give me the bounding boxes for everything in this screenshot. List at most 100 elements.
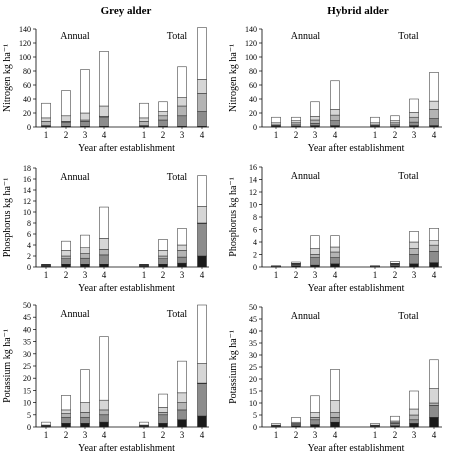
stack-segment-grey — [409, 116, 419, 123]
x-axis-label: Year after establishment — [78, 143, 175, 154]
stack-segment-dark-grey — [429, 405, 439, 418]
y-tick-label: 14 — [23, 186, 31, 195]
y-tick-label: 100 — [19, 53, 31, 62]
x-tick-label: 3 — [412, 430, 417, 440]
stack-segment-black — [409, 263, 419, 268]
stack-segment-light-grey — [291, 120, 301, 124]
stack-segment-grey — [409, 414, 419, 421]
y-tick-label: 15 — [23, 386, 31, 395]
stack-segment-white — [429, 72, 439, 102]
stack-segment-dark-grey — [80, 121, 90, 127]
y-tick-label: 12 — [249, 188, 257, 197]
stack-segment-white — [158, 393, 168, 408]
y-tick-label: 16 — [23, 175, 31, 184]
stack-segment-white — [61, 90, 71, 117]
stack-segment-white — [41, 421, 51, 426]
stack-segment-light-grey — [41, 117, 51, 122]
y-axis-label: Nitrogen kg ha⁻¹ — [228, 44, 239, 112]
x-tick-label: 4 — [102, 430, 107, 440]
stack-segment-grey — [409, 248, 419, 255]
y-tick-label: 0 — [27, 423, 31, 432]
stack-segment-dark-grey — [197, 382, 207, 417]
panel-1: 0 20 40 60 80 100 120 140 Nitrogen kg ha⁻¹ Year a… — [2, 25, 209, 154]
x-tick-label: 3 — [180, 130, 185, 140]
stack-segment-black — [61, 264, 71, 268]
y-tick-label: 0 — [253, 263, 257, 272]
y-axis-label: Potassium kg ha⁻¹ — [228, 330, 239, 404]
x-tick-label: 2 — [64, 130, 69, 140]
stack-segment-grey — [291, 122, 301, 126]
group-label-annual: Annual — [60, 309, 90, 320]
x-tick-label: 1 — [373, 430, 378, 440]
y-tick-label: 0 — [27, 123, 31, 132]
y-tick-label: 6 — [27, 230, 31, 239]
stack-segment-white — [177, 228, 187, 246]
stack-segment-dark-grey — [197, 111, 207, 127]
x-axis-label: Year after establishment — [78, 283, 175, 294]
stack-segment-white — [291, 116, 301, 121]
stack-segment-white — [139, 421, 149, 426]
x-tick-label: 2 — [294, 270, 299, 280]
stack-segment-white — [61, 240, 71, 251]
group-label-annual: Annual — [291, 171, 321, 182]
stack-segment-light-grey — [99, 238, 109, 250]
stack-segment-white — [99, 51, 109, 107]
stack-segment-light-grey — [80, 247, 90, 254]
stack-segment-white — [409, 231, 419, 243]
stack-segment-black — [158, 264, 168, 268]
x-tick-label: 3 — [83, 430, 88, 440]
stack-segment-white — [370, 265, 380, 267]
stack-segment-light-grey — [197, 206, 207, 224]
stack-segment-white — [80, 234, 90, 249]
y-tick-label: 10 — [23, 399, 31, 408]
stack-segment-light-grey — [330, 400, 340, 413]
stack-segment-dark-grey — [310, 123, 320, 126]
y-tick-label: 2 — [27, 252, 31, 261]
y-tick-label: 14 — [249, 176, 257, 185]
y-tick-label: 120 — [245, 39, 257, 48]
group-label-total: Total — [398, 31, 419, 42]
y-tick-label: 60 — [249, 81, 257, 90]
stack-segment-dark-grey — [330, 120, 340, 126]
x-axis-label: Year after establishment — [78, 443, 175, 451]
x-tick-label: 1 — [274, 270, 279, 280]
group-label-total: Total — [167, 309, 188, 320]
stack-segment-grey — [429, 402, 439, 406]
y-tick-label: 4 — [253, 238, 257, 247]
y-tick-label: 40 — [23, 325, 31, 334]
x-tick-label: 1 — [44, 130, 49, 140]
y-tick-label: 100 — [245, 53, 257, 62]
x-axis-label: Year after establishment — [308, 143, 405, 154]
stack-segment-white — [197, 175, 207, 207]
stack-segment-grey — [158, 115, 168, 121]
stack-segment-white — [409, 98, 419, 113]
group-label-annual: Annual — [60, 172, 90, 183]
x-tick-label: 2 — [294, 130, 299, 140]
x-tick-label: 4 — [333, 130, 338, 140]
stack-segment-grey — [99, 249, 109, 256]
stack-segment-dark-grey — [61, 416, 71, 424]
y-tick-label: 8 — [27, 219, 31, 228]
stack-segment-black — [177, 262, 187, 268]
stack-segment-black — [429, 417, 439, 428]
y-tick-label: 50 — [23, 301, 31, 310]
stack-segment-white — [139, 102, 149, 119]
group-label-total: Total — [167, 172, 188, 183]
y-tick-label: 25 — [23, 362, 31, 371]
x-tick-label: 2 — [393, 270, 398, 280]
stack-segment-light-grey — [409, 408, 419, 416]
stack-segment-grey — [41, 121, 51, 126]
stack-segment-light-grey — [197, 79, 207, 94]
stack-segment-grey — [177, 250, 187, 258]
stack-segment-grey — [158, 255, 168, 259]
stack-segment-white — [61, 395, 71, 411]
stack-segment-grey — [310, 417, 320, 421]
stack-segment-black — [80, 423, 90, 428]
x-tick-label: 1 — [142, 130, 147, 140]
stack-segment-grey — [80, 253, 90, 259]
y-tick-label: 15 — [249, 387, 257, 396]
x-tick-label: 3 — [180, 270, 185, 280]
stack-segment-dark-grey — [390, 423, 400, 427]
x-axis-label: Year after establishment — [308, 283, 405, 294]
